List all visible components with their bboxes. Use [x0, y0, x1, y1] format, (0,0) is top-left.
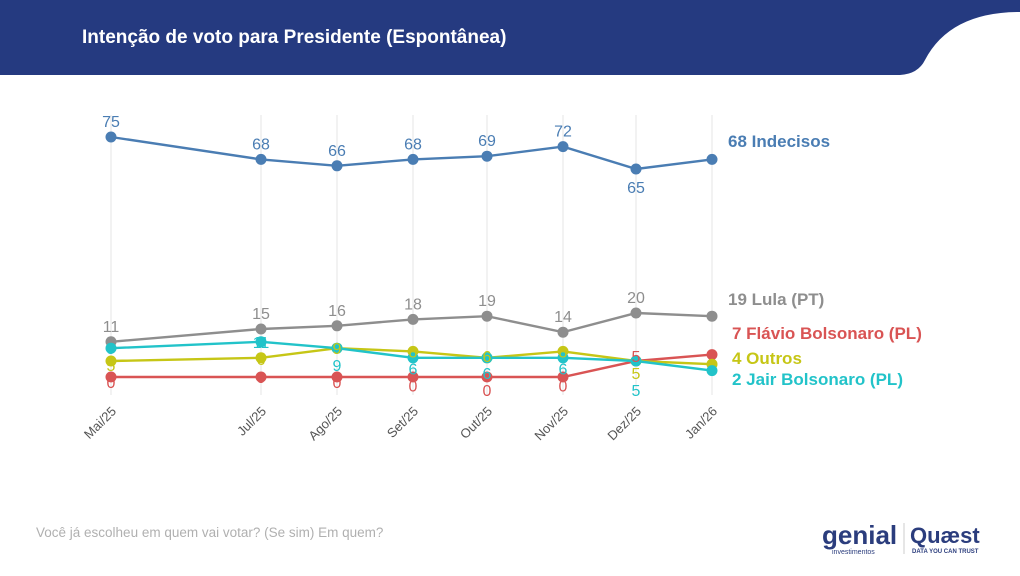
data-label: 9 [107, 341, 116, 358]
data-point [557, 352, 569, 364]
data-point [255, 336, 267, 348]
data-label: 15 [252, 306, 270, 323]
data-point [630, 355, 642, 367]
series-end-label: 68 Indecisos [728, 132, 830, 151]
series-end-label: 19 Lula (PT) [728, 290, 824, 309]
data-point [481, 352, 493, 364]
x-tick-label: Nov/25 [531, 404, 571, 444]
quaest-logo: Quæst [910, 523, 980, 548]
brand-logos: genial investimentos Quæst DATA YOU CAN … [822, 520, 980, 556]
data-label: 68 [404, 136, 422, 153]
data-label: 8 [409, 344, 418, 361]
series-line [111, 353, 713, 379]
data-point [557, 141, 569, 153]
data-label: 6 [559, 361, 568, 378]
data-point [481, 150, 493, 162]
data-label: 8 [559, 344, 568, 361]
data-label: 14 [554, 309, 572, 326]
series-line [110, 135, 713, 171]
series-line [110, 340, 713, 372]
data-label: 0 [333, 375, 342, 392]
data-point [331, 371, 343, 383]
data-point [407, 371, 419, 383]
x-tick-label: Dez/25 [604, 404, 644, 444]
data-label: 18 [404, 296, 422, 313]
data-point [481, 310, 493, 322]
data-point [105, 131, 117, 143]
data-point [706, 153, 718, 165]
series-end-label: 2 Jair Bolsonaro (PL) [732, 370, 903, 389]
data-label: 11 [103, 319, 120, 336]
data-point [255, 371, 267, 383]
x-tick-label: Jan/26 [682, 404, 720, 442]
data-point [630, 163, 642, 175]
data-label: 11 [253, 335, 270, 352]
x-tick-label: Mai/25 [81, 404, 119, 442]
data-point [557, 326, 569, 338]
data-point [706, 310, 718, 322]
data-label: 0 [107, 375, 116, 392]
data-label: 0 [409, 378, 418, 395]
data-point [706, 365, 718, 377]
series-line [110, 311, 713, 343]
line-chart: Mai/25 Jul/25 Ago/25 Set/25 Out/25 Nov/25 Dez/… [81, 114, 922, 444]
data-label: 5 [632, 349, 641, 366]
data-label: 5 [107, 358, 116, 375]
data-label: 6 [409, 361, 418, 378]
survey-question: Você já escolheu em quem vai votar? (Se … [36, 525, 384, 540]
x-tick-label: Out/25 [457, 404, 495, 442]
page-title: Intenção de voto para Presidente (Espont… [82, 27, 507, 48]
data-label: 20 [627, 290, 645, 307]
data-point [105, 342, 117, 354]
data-point [255, 323, 267, 335]
data-label: 5 [632, 383, 641, 400]
data-label: 0 [483, 383, 492, 400]
data-label: 6 [483, 349, 492, 366]
data-label: 75 [102, 114, 120, 131]
x-tick-label: Set/25 [384, 404, 421, 441]
data-point [331, 160, 343, 172]
x-tick-label: Ago/25 [305, 404, 345, 444]
data-point [407, 352, 419, 364]
series-end-label: 4 Outros [732, 349, 802, 368]
data-label: 9 [333, 341, 342, 358]
data-point [706, 349, 718, 361]
data-label: 5 [632, 366, 641, 383]
data-label: 19 [478, 293, 496, 310]
data-point [557, 371, 569, 383]
data-label: 72 [554, 124, 572, 141]
data-point [331, 320, 343, 332]
data-label: 6 [483, 366, 492, 383]
data-label: 65 [627, 180, 645, 197]
data-point [407, 153, 419, 165]
data-point [331, 342, 343, 354]
data-point [630, 307, 642, 319]
data-label: 69 [478, 133, 496, 150]
data-point [105, 355, 117, 367]
data-label: 9 [333, 358, 342, 375]
data-point [481, 371, 493, 383]
data-label: 66 [328, 143, 346, 160]
quaest-tagline: DATA YOU CAN TRUST [912, 549, 979, 555]
series-end-label: 7 Flávio Bolsonaro (PL) [732, 324, 922, 343]
header-banner [0, 0, 1020, 75]
data-label: 6 [257, 352, 266, 369]
data-point [105, 371, 117, 383]
data-label: 0 [257, 370, 266, 387]
genial-logo-subtitle: investimentos [832, 549, 875, 556]
data-label: 0 [559, 378, 568, 395]
data-point [407, 313, 419, 325]
data-label: 16 [328, 303, 346, 320]
x-tick-label: Jul/25 [234, 404, 269, 439]
data-label: 68 [252, 136, 270, 153]
genial-logo: genial [822, 520, 897, 550]
data-point [255, 153, 267, 165]
data-point [255, 352, 267, 364]
